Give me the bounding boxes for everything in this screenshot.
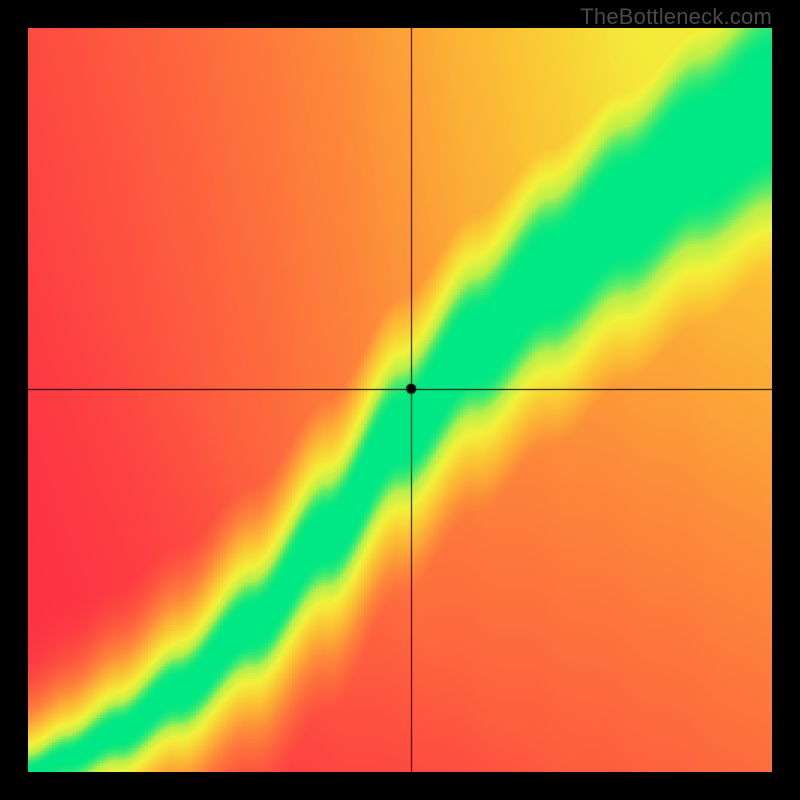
watermark-text: TheBottleneck.com xyxy=(580,4,772,30)
heatmap-canvas xyxy=(28,28,772,772)
chart-container: TheBottleneck.com xyxy=(0,0,800,800)
